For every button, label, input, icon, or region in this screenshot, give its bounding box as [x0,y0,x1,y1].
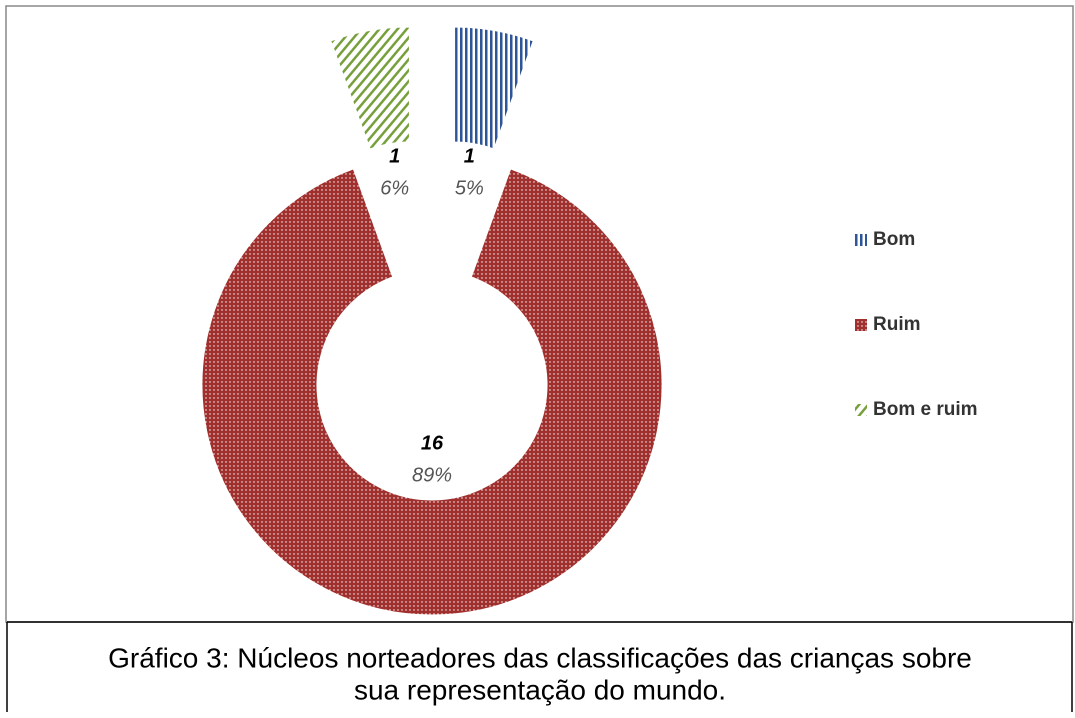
donut-slice [330,26,410,150]
legend-swatch [855,319,867,331]
legend-swatch [855,234,867,246]
legend-label: Bom e ruim [873,399,978,420]
percentage-label: 89% [412,464,452,486]
value-label: 16 [421,432,444,454]
legend-label: Bom [873,229,915,250]
caption: Gráfico 3: Núcleos norteadores das class… [108,642,972,673]
value-label: 1 [464,146,475,168]
legend-swatch [855,404,867,416]
donut-slice [454,26,534,150]
percentage-label: 6% [380,178,409,200]
caption: sua representação do mundo. [354,674,726,705]
legend-label: Ruim [873,314,921,335]
caption-border [6,621,1073,712]
percentage-label: 5% [455,178,484,200]
donut-slice [201,168,663,616]
value-label: 1 [389,146,400,168]
